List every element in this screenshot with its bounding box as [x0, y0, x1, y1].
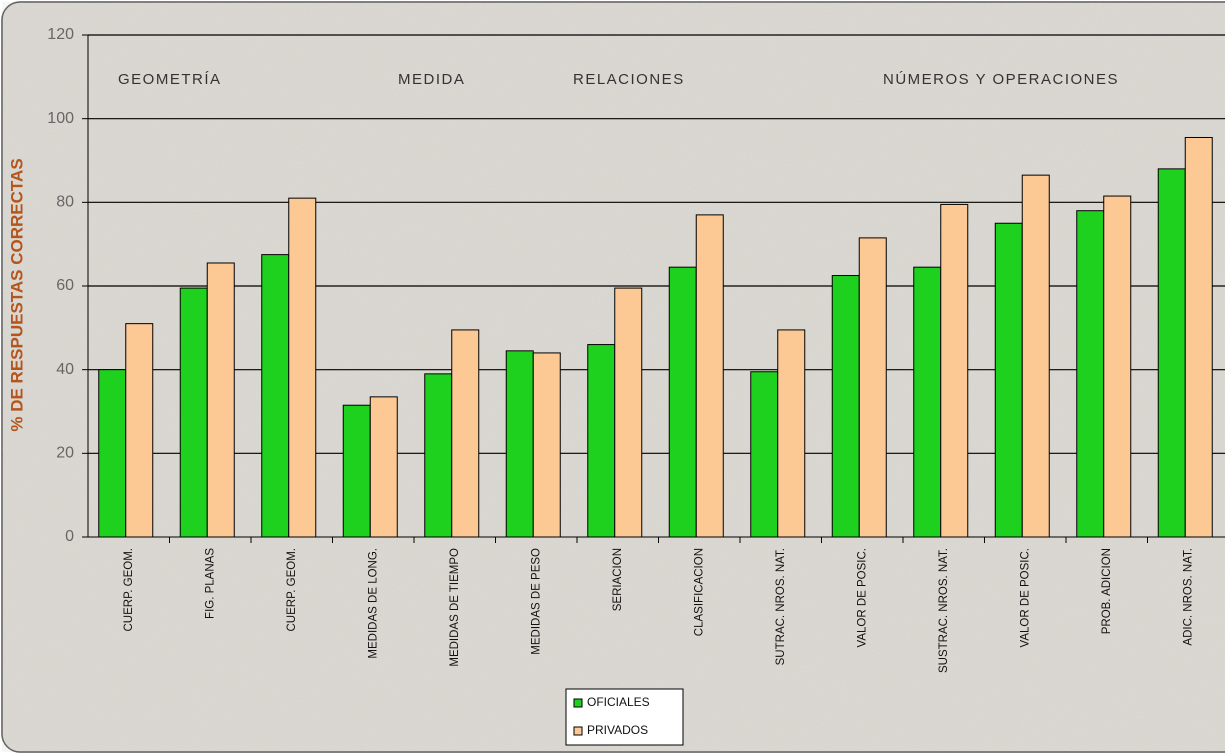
bar — [695, 214, 724, 538]
section-label: GEOMETRÍA — [118, 71, 222, 88]
bar — [451, 329, 480, 538]
bar — [777, 329, 806, 538]
bar — [1076, 210, 1105, 538]
bar — [1021, 174, 1050, 538]
bar — [940, 203, 969, 538]
legend-swatch — [573, 698, 583, 708]
bar — [179, 287, 208, 538]
bar — [587, 344, 616, 538]
x-tick-label: ADIC. NROS. NAT. — [1182, 548, 1194, 646]
bar — [994, 222, 1023, 538]
y-tick-label: 40 — [56, 361, 74, 378]
bar — [1103, 195, 1132, 538]
x-tick-label: MEDIDAS DE LONG. — [367, 548, 379, 659]
bar — [342, 404, 371, 538]
y-tick-label: 0 — [65, 528, 74, 545]
bar — [206, 262, 235, 538]
x-tick-label: SUSTRAC. NROS. NAT. — [938, 548, 950, 673]
bar — [424, 373, 453, 538]
bar — [505, 350, 534, 538]
bar — [261, 254, 290, 538]
bar — [1157, 168, 1186, 538]
legend-label: OFICIALES — [587, 695, 650, 709]
bar — [98, 369, 127, 538]
legend: OFICIALES PRIVADOS — [565, 688, 684, 746]
y-tick-label: 60 — [56, 277, 74, 294]
legend-box — [565, 688, 684, 746]
x-tick-label: VALOR DE POSIC. — [856, 548, 868, 647]
x-tick-label: VALOR DE POSIC. — [1019, 548, 1031, 647]
x-tick-label: CUERP. GEOM. — [123, 548, 135, 632]
bar — [288, 197, 317, 538]
x-tick-label: SUTRAC. NROS. NAT. — [775, 548, 787, 665]
x-tick-label: MEDIDAS DE PESO — [530, 548, 542, 655]
legend-label: PRIVADOS — [587, 723, 648, 737]
bar — [125, 323, 154, 538]
y-tick-label: 120 — [47, 26, 74, 43]
x-tick-label: FIG. PLANAS — [204, 548, 216, 619]
section-label: MEDIDA — [398, 71, 465, 88]
y-tick-label: 100 — [47, 110, 74, 127]
bar — [858, 237, 887, 538]
y-tick-label: 80 — [56, 194, 74, 211]
bar — [668, 266, 697, 538]
bar — [1184, 136, 1213, 538]
x-tick-label: SERIACION — [612, 548, 624, 611]
bar — [913, 266, 942, 538]
bar — [831, 275, 860, 538]
y-axis-label: % DE RESPUESTAS CORRECTAS — [7, 158, 26, 431]
x-tick-label: MEDIDAS DE TIEMPO — [449, 548, 461, 667]
y-tick-label: 20 — [56, 445, 74, 462]
section-label: NÚMEROS Y OPERACIONES — [883, 71, 1119, 88]
x-tick-label: CLASIFICACION — [693, 548, 705, 636]
section-label: RELACIONES — [573, 71, 685, 88]
bar — [532, 352, 561, 538]
x-tick-label: PROB. ADICION — [1101, 548, 1113, 634]
bar — [369, 396, 398, 538]
bar — [614, 287, 643, 538]
x-tick-label: CUERP. GEOM. — [286, 548, 298, 632]
legend-swatch — [573, 726, 583, 736]
bar — [750, 371, 779, 538]
